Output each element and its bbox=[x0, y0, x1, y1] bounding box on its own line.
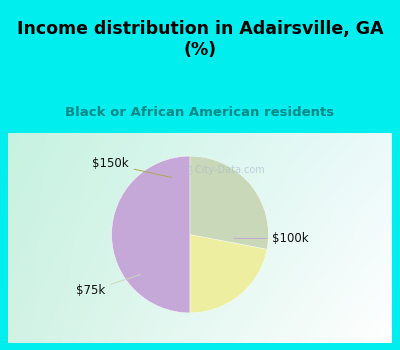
Wedge shape bbox=[112, 156, 190, 313]
Text: Black or African American residents: Black or African American residents bbox=[66, 105, 334, 119]
Wedge shape bbox=[190, 156, 268, 249]
Text: $100k: $100k bbox=[234, 232, 309, 245]
Wedge shape bbox=[190, 234, 267, 313]
Text: $150k: $150k bbox=[92, 158, 172, 177]
Text: Income distribution in Adairsville, GA
(%): Income distribution in Adairsville, GA (… bbox=[17, 20, 383, 58]
Text: ⓘ City-Data.com: ⓘ City-Data.com bbox=[186, 165, 265, 175]
Text: $75k: $75k bbox=[76, 274, 140, 298]
